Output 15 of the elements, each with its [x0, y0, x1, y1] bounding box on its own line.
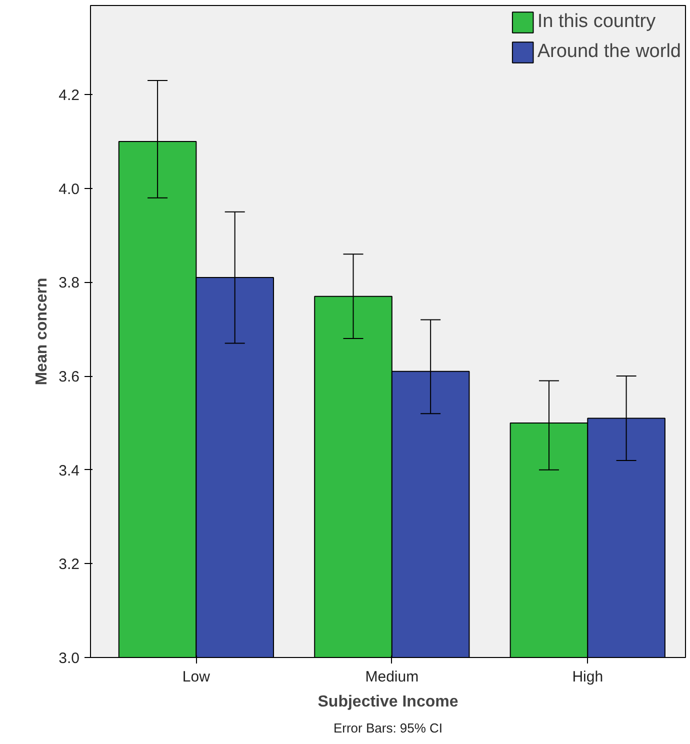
y-tick-label: 4.2 — [58, 87, 80, 104]
legend-label: Around the world — [537, 41, 681, 63]
y-tick-label: 3.6 — [58, 368, 80, 386]
x-tick-label: Medium — [365, 668, 419, 686]
x-tick-label: Low — [182, 668, 210, 686]
y-tick-label: 3.4 — [58, 462, 80, 480]
x-tick-label: High — [572, 668, 604, 686]
text: Error Bars: 95% CI — [333, 720, 443, 736]
y-tick-label: 3.0 — [58, 650, 80, 667]
legend-label: In this country — [537, 11, 656, 33]
y-axis-title: Mean concern — [34, 278, 51, 386]
y-tick-label: 3.2 — [58, 556, 80, 574]
x-axis-title: Subjective Income — [318, 694, 458, 710]
y-tick-label: 3.8 — [58, 274, 80, 292]
y-tick-label: 4.0 — [58, 180, 80, 198]
